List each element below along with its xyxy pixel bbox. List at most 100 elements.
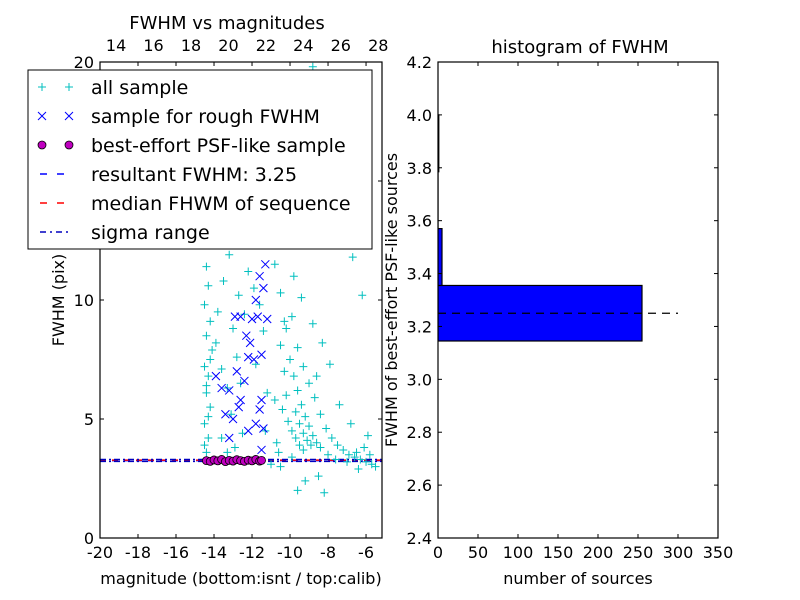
x-tick-label: 200 <box>583 543 614 562</box>
histogram-axes: histogram of FWHM number of sources FWHM… <box>382 37 733 588</box>
y-tick-label: 4.2 <box>407 53 432 72</box>
data-point <box>206 403 215 412</box>
data-point <box>200 441 209 450</box>
data-point <box>234 291 243 300</box>
data-point <box>245 338 255 348</box>
data-point <box>257 350 266 360</box>
legend-marker-icon <box>37 111 47 121</box>
data-point <box>232 353 241 362</box>
x-tick-label: 250 <box>623 543 654 562</box>
legend-box <box>27 69 373 250</box>
data-point <box>243 426 253 436</box>
legend-entry: median FHWM of sequence <box>40 193 351 215</box>
data-point <box>335 400 344 409</box>
data-point <box>289 372 298 381</box>
data-point <box>249 355 259 364</box>
data-point <box>284 417 293 426</box>
y-tick-label: 3.8 <box>407 159 432 178</box>
data-point <box>346 419 355 428</box>
x-tick-label: -18 <box>125 543 151 562</box>
data-point <box>276 341 285 350</box>
data-point <box>202 388 211 397</box>
data-point <box>243 352 253 362</box>
legend-entry: all sample <box>38 77 188 99</box>
legend-entry: sample for rough FWHM <box>37 106 320 128</box>
scatter-xlabel: magnitude (bottom:isnt / top:calib) <box>100 569 381 588</box>
data-point <box>240 376 249 386</box>
data-point <box>228 414 238 424</box>
data-point <box>287 312 296 321</box>
data-point <box>259 424 268 433</box>
top-x-tick-label: 24 <box>293 36 313 55</box>
data-point <box>276 462 285 471</box>
x-tick-label: 100 <box>503 543 534 562</box>
data-point <box>371 462 380 471</box>
data-point <box>263 388 272 397</box>
data-point <box>255 405 264 414</box>
data-point <box>200 362 209 371</box>
legend-label: best-effort PSF-like sample <box>91 135 346 157</box>
data-point <box>293 343 302 352</box>
data-point <box>314 472 323 481</box>
data-point <box>202 262 211 271</box>
data-point <box>291 434 300 443</box>
data-point <box>280 317 289 326</box>
y-tick-label: 3.0 <box>407 370 432 389</box>
histogram-title: histogram of FWHM <box>491 37 668 58</box>
x-tick-label: -14 <box>201 543 227 562</box>
legend-marker-icon <box>65 83 73 91</box>
data-point <box>343 457 352 466</box>
y-tick-label: 4.0 <box>407 106 432 125</box>
data-point <box>348 253 357 262</box>
data-point <box>287 426 296 435</box>
histogram-ylabel: FWHM of best-effort PSF-like sources <box>382 153 401 447</box>
data-point <box>301 412 310 421</box>
y-tick-label: 20 <box>74 53 94 72</box>
histogram-xlabel: number of sources <box>503 569 653 588</box>
ticks: -20-18-16-14-12-10-8-6051015201416182022… <box>74 36 389 562</box>
data-point <box>200 419 209 428</box>
data-point <box>352 448 361 457</box>
legend-entry: best-effort PSF-like sample <box>37 135 346 157</box>
x-tick-label: -6 <box>358 543 374 562</box>
data-point <box>217 365 226 374</box>
histogram-bar <box>438 228 443 287</box>
data-point <box>204 281 213 290</box>
data-point <box>306 441 315 450</box>
data-point <box>236 312 245 322</box>
data-point <box>200 300 209 309</box>
top-x-tick-label: 16 <box>143 36 163 55</box>
data-point <box>253 312 263 322</box>
data-point <box>289 272 298 281</box>
data-point <box>363 431 372 440</box>
legend-label: sample for rough FWHM <box>91 106 320 128</box>
data-point <box>232 367 242 376</box>
y-tick-label: 5 <box>84 410 94 429</box>
data-point <box>225 250 234 259</box>
x-tick-label: 150 <box>543 543 574 562</box>
data-point <box>354 464 363 473</box>
series-best-effort-PSF-like-sample <box>202 455 266 467</box>
scatter-title: FWHM vs magnitudes <box>129 13 324 34</box>
x-tick-label: 0 <box>433 543 443 562</box>
plot-area <box>100 62 382 497</box>
ticks: 0 50 100 150 200 250 300 350 2.4 2.6 2.8 3.0 3.2 3.4 3… <box>407 53 734 562</box>
data-point <box>217 434 226 443</box>
data-point <box>229 324 238 333</box>
data-point <box>267 460 276 469</box>
data-point <box>202 331 211 340</box>
data-point <box>213 307 222 316</box>
y-tick-label: 2.8 <box>407 423 432 442</box>
data-point <box>308 431 317 440</box>
x-tick-label: -20 <box>87 543 113 562</box>
data-point <box>244 267 253 276</box>
data-point <box>217 383 226 393</box>
data-point <box>282 324 291 333</box>
data-point <box>224 386 234 395</box>
data-point <box>204 412 213 421</box>
data-point <box>350 453 359 462</box>
data-point <box>204 434 213 443</box>
data-point <box>211 371 221 381</box>
data-point <box>331 455 340 464</box>
data-point <box>278 405 287 414</box>
